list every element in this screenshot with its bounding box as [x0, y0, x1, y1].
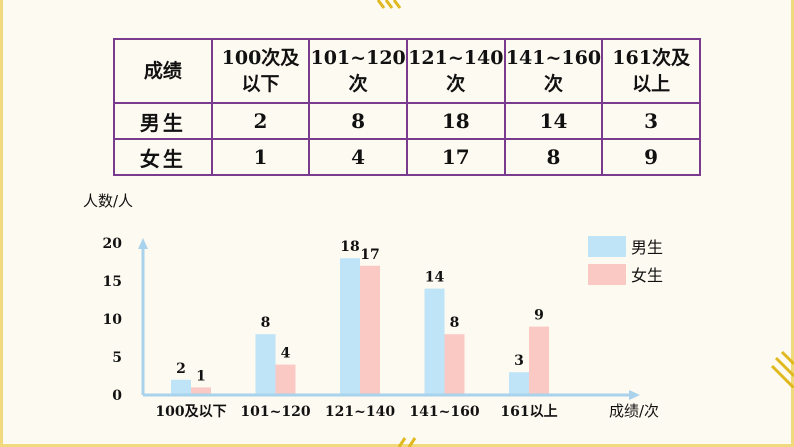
table-header-cell: 141~160 次 — [503, 38, 604, 104]
data-label: 8 — [261, 315, 271, 331]
y-tick-label: 10 — [103, 312, 123, 328]
top-stripe-decoration — [376, 0, 402, 9]
bar-boys — [509, 372, 529, 395]
x-axis-title: 成绩/次 — [609, 402, 659, 420]
header-line: 121~140 — [408, 47, 504, 69]
data-label: 4 — [281, 346, 291, 362]
table-header-cell: 161次及以上 — [601, 38, 701, 104]
category-labels: 100及以下 101~120 121~140 141~160 161以上 — [155, 404, 557, 420]
bar-boys — [255, 334, 276, 395]
data-label: 17 — [360, 247, 379, 263]
header-line: 101~120 — [310, 47, 406, 69]
score-table: 成绩 100次及以下 101~120 次 121~140 次 141~160 次 16… — [113, 38, 701, 176]
bar-girls — [191, 387, 211, 395]
header-line: 141~160 — [505, 47, 602, 69]
table-header-cell: 成绩 — [113, 38, 213, 104]
y-tick-label: 0 — [112, 388, 122, 404]
x-axis-arrow — [629, 390, 640, 400]
category-label: 141~160 — [409, 404, 479, 420]
table-cell: 3 — [601, 102, 701, 140]
right-stripe-decoration — [770, 350, 794, 388]
header-line: 161次及 — [612, 47, 690, 69]
table-cell: 8 — [503, 138, 604, 176]
data-label: 2 — [176, 361, 186, 377]
table-cell: 18 — [405, 102, 506, 140]
legend-label: 女生 — [631, 266, 663, 285]
legend-swatch-boys — [588, 236, 626, 257]
data-label: 3 — [514, 353, 524, 369]
y-tick-label: 5 — [112, 350, 122, 366]
y-axis-arrow — [138, 238, 148, 249]
data-label: 9 — [534, 308, 544, 324]
y-tick-labels: 0 5 10 15 20 — [103, 236, 123, 404]
bar-girls — [360, 265, 380, 395]
bottom-stripe-decoration — [397, 437, 417, 447]
header-line: 以上 — [632, 73, 671, 95]
bars-layer — [171, 258, 549, 395]
bar-girls — [275, 364, 296, 395]
data-label: 8 — [450, 315, 460, 331]
table-row-boys: 男生 2 8 18 14 3 — [113, 102, 701, 140]
bar-girls — [529, 326, 549, 395]
category-label: 101~120 — [240, 404, 310, 420]
data-label: 18 — [340, 239, 359, 255]
y-tick-label: 20 — [103, 236, 123, 252]
data-label: 1 — [196, 368, 206, 384]
header-line: 次 — [543, 73, 563, 95]
row-label: 女生 — [113, 138, 213, 176]
table-cell: 4 — [308, 138, 408, 176]
legend-label: 男生 — [631, 238, 663, 257]
table-cell: 14 — [503, 102, 604, 140]
y-tick-label: 15 — [103, 274, 122, 290]
row-label: 男生 — [113, 102, 213, 140]
table-cell: 9 — [601, 138, 701, 176]
legend-swatch-girls — [588, 264, 626, 285]
table-header-cell: 100次及以下 — [210, 38, 311, 104]
bar-boys — [340, 258, 360, 395]
data-label: 14 — [425, 270, 445, 286]
table-cell: 8 — [308, 102, 408, 140]
table-cell: 2 — [210, 102, 311, 140]
header-line: 次 — [446, 73, 466, 95]
table-header-row: 成绩 100次及以下 101~120 次 121~140 次 141~160 次 16… — [113, 38, 701, 104]
table-header-cell: 101~120 次 — [308, 38, 408, 104]
header-line: 以下 — [241, 73, 280, 95]
table-cell: 1 — [210, 138, 311, 176]
header-line: 100次及 — [221, 47, 300, 69]
bar-boys — [424, 288, 445, 395]
category-label: 100及以下 — [155, 404, 226, 420]
bar-girls — [444, 334, 465, 395]
table-cell: 17 — [405, 138, 506, 176]
category-label: 161以上 — [500, 404, 557, 420]
header-line: 次 — [348, 73, 368, 95]
table-row-girls: 女生 1 4 17 8 9 — [113, 138, 701, 176]
bar-boys — [171, 379, 191, 395]
y-axis-title: 人数/人 — [83, 192, 133, 210]
table-header-cell: 121~140 次 — [405, 38, 506, 104]
category-label: 121~140 — [325, 404, 395, 420]
